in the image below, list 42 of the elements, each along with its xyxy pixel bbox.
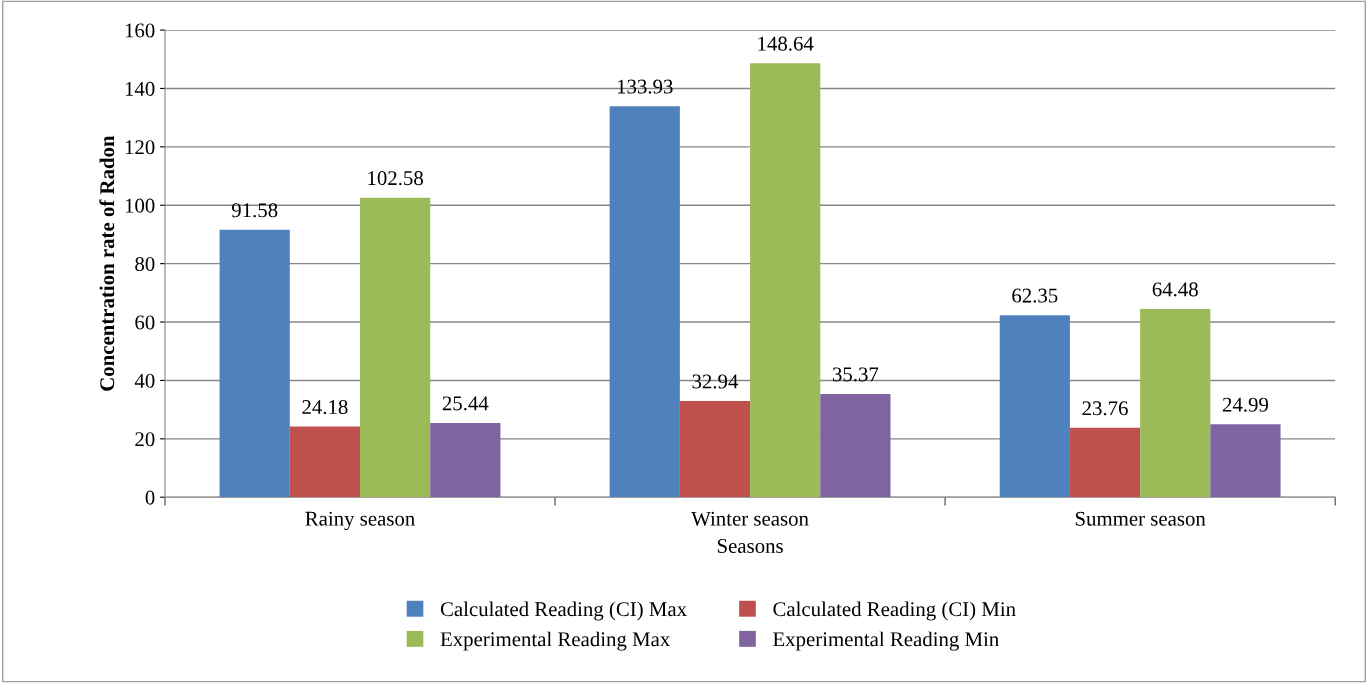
bar <box>430 422 501 498</box>
data-label: 24.18 <box>302 400 348 415</box>
data-label: 133.93 <box>617 79 673 94</box>
y-tick-label: 160 <box>125 23 155 38</box>
bar <box>609 106 680 498</box>
x-axis-title: Seasons <box>717 539 783 553</box>
y-tick-label: 100 <box>125 198 155 213</box>
data-label: 25.44 <box>442 396 489 411</box>
bar <box>1210 424 1281 498</box>
x-tick-label: Winter season <box>691 511 809 526</box>
y-tick-label: 120 <box>125 140 155 155</box>
bar <box>289 426 361 498</box>
x-tick-label: Summer season <box>1075 511 1206 526</box>
data-label: 24.99 <box>1222 397 1269 412</box>
y-tick-label: 80 <box>135 257 155 272</box>
bar <box>750 63 821 498</box>
bar <box>820 393 891 498</box>
legend-label: Experimental Reading Max <box>440 631 671 651</box>
bar <box>1069 427 1141 498</box>
y-tick-label: 20 <box>135 432 155 447</box>
y-tick-label: 0 <box>145 490 155 505</box>
bar <box>999 315 1070 498</box>
data-label: 64.48 <box>1152 282 1198 297</box>
data-label: 32.94 <box>692 374 739 389</box>
x-tick-label: Rainy season <box>305 511 415 531</box>
y-tick-label: 40 <box>134 373 155 388</box>
data-label: 102.58 <box>368 171 423 186</box>
data-label: 62.35 <box>1012 288 1058 303</box>
data-label: 23.76 <box>1082 401 1128 416</box>
y-tick-label: 60 <box>135 315 155 330</box>
data-label: 91.58 <box>231 203 278 218</box>
bar <box>1140 308 1211 498</box>
y-axis-title: Concentration rate of Radon <box>99 135 115 391</box>
legend-label: Calculated Reading (CI) Min <box>773 601 1016 621</box>
bar <box>219 229 290 498</box>
data-label: 35.37 <box>832 367 879 382</box>
bar <box>679 401 751 498</box>
y-tick-label: 140 <box>125 81 155 96</box>
data-label: 148.64 <box>758 36 814 51</box>
legend-label: Experimental Reading Min <box>773 631 999 651</box>
legend-label: Calculated Reading (CI) Max <box>440 601 687 621</box>
bar <box>360 197 431 498</box>
